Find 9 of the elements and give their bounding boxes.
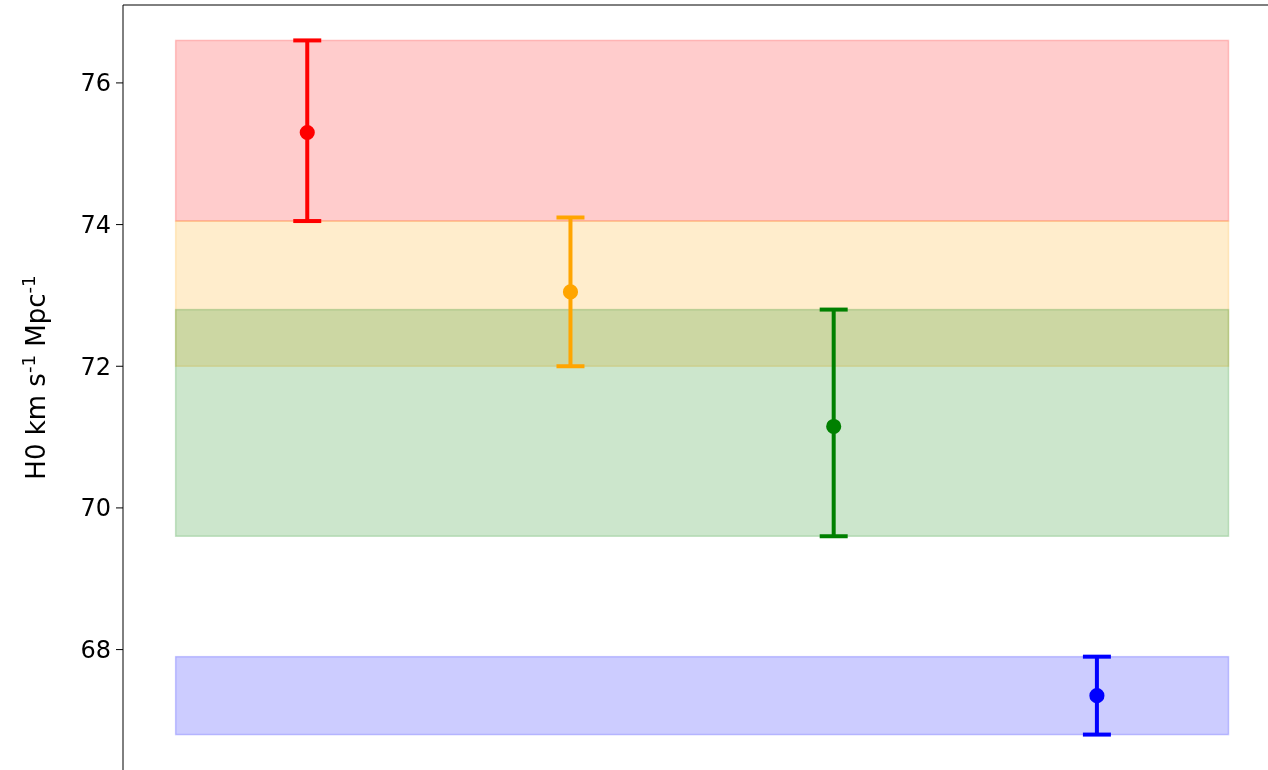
- point: [562, 284, 579, 300]
- y-tick-label: 72: [80, 352, 111, 381]
- point: [299, 124, 315, 141]
- y-tick-label: 76: [80, 69, 111, 98]
- point: [1089, 688, 1105, 704]
- point: [826, 418, 842, 435]
- y-tick-label: 70: [80, 494, 111, 523]
- y-tick-label: 68: [80, 635, 111, 664]
- y-tick-label: 74: [80, 210, 111, 239]
